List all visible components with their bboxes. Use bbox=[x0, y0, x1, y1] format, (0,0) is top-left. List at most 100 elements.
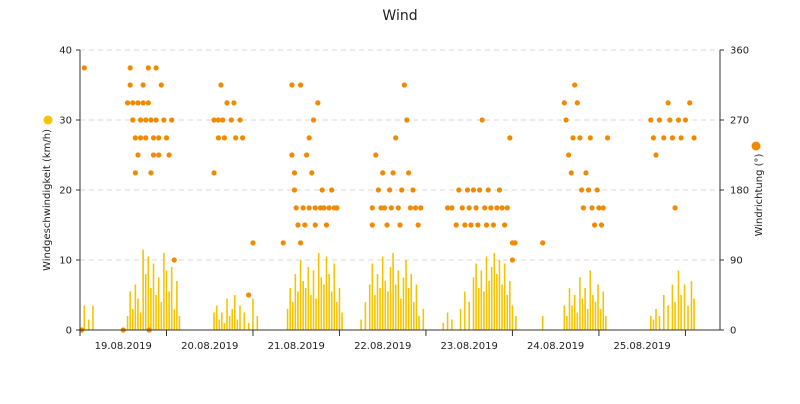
direction-point bbox=[412, 205, 419, 211]
direction-point bbox=[390, 170, 396, 176]
direction-point bbox=[661, 135, 667, 141]
direction-point bbox=[600, 205, 606, 211]
direction-point bbox=[509, 240, 516, 246]
direction-point bbox=[488, 205, 494, 211]
direction-point bbox=[577, 135, 583, 141]
left-tick-label: 30 bbox=[59, 116, 72, 127]
direction-point bbox=[462, 222, 468, 228]
direction-point bbox=[604, 135, 611, 141]
direction-point bbox=[289, 152, 295, 158]
direction-point bbox=[135, 152, 141, 158]
direction-point bbox=[587, 135, 593, 141]
direction-point bbox=[310, 117, 317, 123]
direction-point bbox=[691, 135, 697, 141]
direction-point bbox=[485, 187, 491, 193]
direction-point bbox=[326, 205, 332, 211]
direction-point bbox=[233, 135, 239, 141]
direction-point bbox=[169, 117, 175, 123]
direction-point bbox=[312, 205, 318, 211]
direction-point bbox=[494, 205, 500, 211]
direction-point bbox=[306, 135, 312, 141]
direction-point bbox=[297, 240, 304, 246]
right-axis-label: Windrichtung (°) bbox=[754, 154, 765, 237]
direction-point bbox=[124, 100, 131, 106]
direction-point bbox=[499, 205, 505, 211]
direction-point bbox=[329, 187, 335, 193]
x-tick-label: 21.08.2019 bbox=[268, 341, 325, 352]
direction-point bbox=[682, 117, 689, 123]
direction-point bbox=[163, 135, 170, 141]
direction-point bbox=[321, 205, 327, 211]
direction-point bbox=[678, 135, 684, 141]
direction-point bbox=[456, 187, 462, 193]
direction-point bbox=[291, 170, 298, 176]
direction-point bbox=[81, 65, 87, 71]
right-tick-label: 270 bbox=[730, 116, 749, 127]
direction-point bbox=[399, 187, 405, 193]
left-tick-label: 20 bbox=[59, 186, 72, 197]
x-tick-label: 24.08.2019 bbox=[527, 341, 584, 352]
x-tick-label: 22.08.2019 bbox=[354, 341, 411, 352]
direction-point bbox=[475, 222, 481, 228]
direction-point bbox=[566, 152, 572, 158]
direction-point bbox=[145, 100, 151, 106]
direction-point bbox=[132, 170, 138, 176]
direction-point bbox=[468, 222, 474, 228]
direction-point bbox=[156, 135, 162, 141]
direction-point bbox=[675, 117, 682, 123]
direction-point bbox=[594, 187, 600, 193]
direction-point bbox=[585, 187, 592, 193]
direction-point bbox=[143, 135, 149, 141]
left-tick-label: 40 bbox=[59, 46, 72, 57]
direction-point bbox=[215, 117, 221, 123]
direction-point bbox=[656, 117, 663, 123]
direction-point bbox=[130, 117, 136, 123]
left-axis-label: Windgeschwindigkeit (km/h) bbox=[42, 129, 53, 271]
direction-point bbox=[653, 152, 659, 158]
direction-point bbox=[579, 187, 585, 193]
direction-point bbox=[490, 222, 497, 228]
direction-point bbox=[572, 82, 578, 88]
direction-point bbox=[300, 205, 306, 211]
direction-point bbox=[171, 257, 177, 263]
direction-point bbox=[293, 205, 299, 211]
direction-point bbox=[596, 205, 602, 211]
direction-point bbox=[239, 135, 246, 141]
direction-point bbox=[145, 65, 151, 71]
direction-point bbox=[507, 135, 513, 141]
direction-dots bbox=[79, 65, 697, 333]
direction-point bbox=[369, 222, 375, 228]
direction-point bbox=[156, 152, 162, 158]
direction-point bbox=[228, 117, 234, 123]
direction-point bbox=[306, 205, 312, 211]
direction-point bbox=[502, 222, 508, 228]
direction-point bbox=[466, 205, 472, 211]
direction-point bbox=[130, 100, 136, 106]
direction-point bbox=[237, 117, 243, 123]
direction-point bbox=[140, 100, 146, 106]
direction-point bbox=[323, 222, 330, 228]
right-legend-dot bbox=[751, 141, 761, 151]
direction-point bbox=[687, 100, 693, 106]
axes: 0 10 20 30 40 0 90 180 270 360 19.08.2019 20.08.201… bbox=[59, 46, 749, 353]
direction-point bbox=[509, 257, 516, 263]
x-tick-label: 20.08.2019 bbox=[181, 341, 238, 352]
direction-point bbox=[479, 117, 485, 123]
direction-point bbox=[140, 82, 146, 88]
direction-point bbox=[648, 117, 654, 123]
grid-lines bbox=[80, 49, 720, 261]
direction-point bbox=[449, 205, 455, 211]
direction-point bbox=[143, 117, 149, 123]
x-tick-label: 23.08.2019 bbox=[441, 341, 498, 352]
direction-point bbox=[563, 117, 569, 123]
direction-point bbox=[153, 65, 159, 71]
direction-point bbox=[580, 205, 586, 211]
direction-point bbox=[220, 117, 226, 123]
direction-point bbox=[665, 100, 671, 106]
direction-point bbox=[589, 205, 595, 211]
direction-point bbox=[476, 187, 483, 193]
direction-point bbox=[393, 135, 399, 141]
direction-point bbox=[568, 170, 574, 176]
direction-point bbox=[250, 240, 256, 246]
